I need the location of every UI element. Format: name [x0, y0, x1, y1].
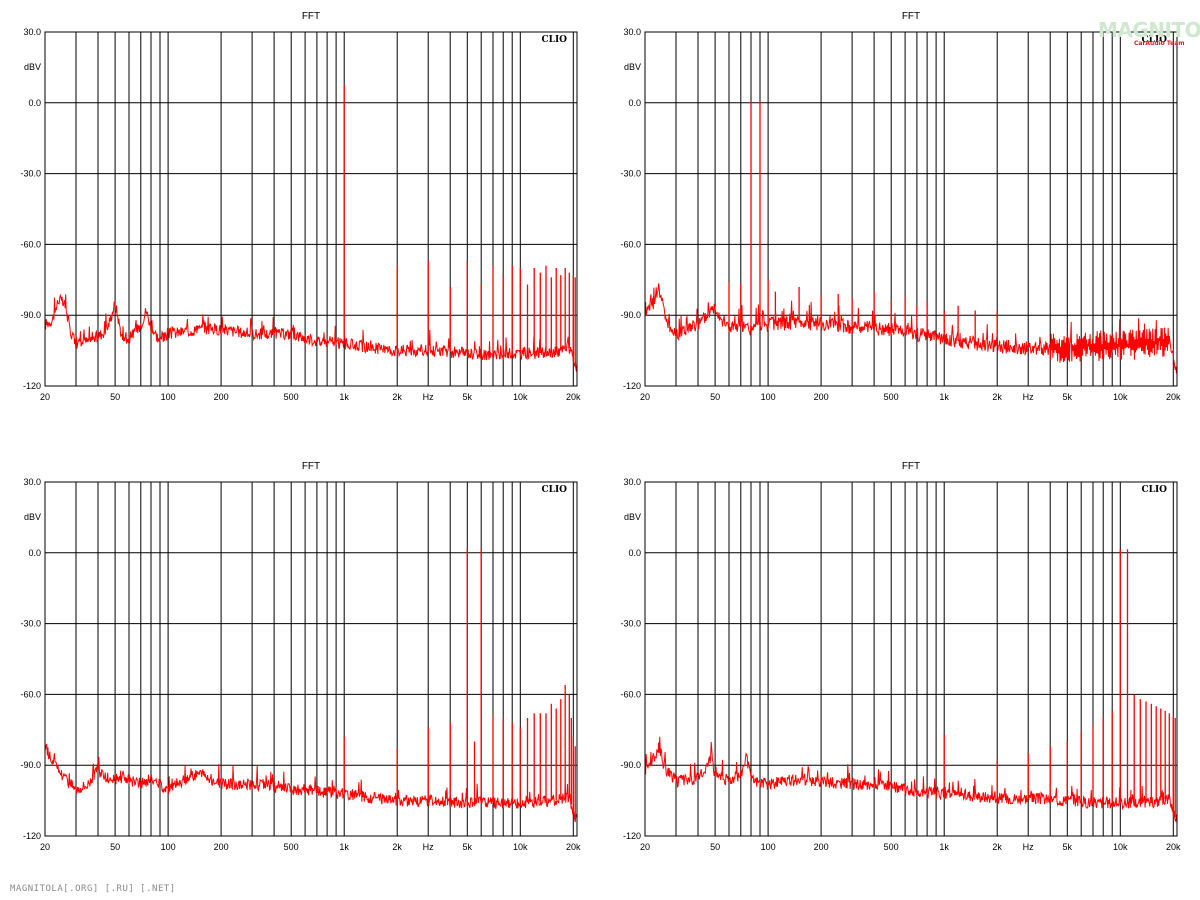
trace-line — [644, 736, 1178, 823]
y-tick-label: -120 — [23, 381, 41, 391]
y-tick-label: -60.0 — [620, 689, 641, 699]
y-tick-label: 30.0 — [623, 477, 641, 487]
x-tick-label: 50 — [110, 392, 120, 402]
x-tick-label: 20k — [1166, 842, 1181, 852]
x-tick-label: 100 — [761, 842, 776, 852]
trace-line — [644, 283, 1178, 374]
y-tick-label: -90.0 — [20, 310, 41, 320]
clio-badge: CLIO — [1141, 35, 1167, 45]
x-tick-label: 500 — [884, 842, 899, 852]
watermark-subtext: CarAudio Team — [1134, 40, 1185, 47]
x-tick-label: Hz — [423, 842, 434, 852]
y-tick-label: -120 — [623, 381, 641, 391]
chart-title: FFT — [902, 11, 920, 22]
x-tick-label: 20 — [40, 842, 50, 852]
x-tick-label: 50 — [710, 392, 720, 402]
y-tick-label: -120 — [23, 831, 41, 841]
x-tick-label: 10k — [513, 392, 528, 402]
x-tick-label: 5k — [462, 842, 472, 852]
x-tick-label: 200 — [214, 392, 229, 402]
x-tick-label: 1k — [339, 392, 349, 402]
y-tick-label: 30.0 — [623, 27, 641, 37]
y-tick-label: -30.0 — [620, 169, 641, 179]
y-tick-label: -90.0 — [620, 760, 641, 770]
x-tick-label: 10k — [1113, 842, 1128, 852]
x-tick-label: 5k — [462, 392, 472, 402]
y-tick-label: -60.0 — [620, 239, 641, 249]
trace-line — [44, 293, 578, 372]
x-tick-label: 2k — [992, 842, 1002, 852]
plot-frame — [44, 31, 578, 387]
y-tick-label: 30.0 — [23, 477, 41, 487]
x-tick-label: 1k — [339, 842, 349, 852]
chart-title: FFT — [902, 461, 920, 472]
x-tick-label: 200 — [214, 842, 229, 852]
chart-title: FFT — [302, 461, 320, 472]
x-tick-label: 20 — [640, 842, 650, 852]
x-tick-label: 200 — [814, 842, 829, 852]
x-tick-label: 50 — [110, 842, 120, 852]
x-tick-label: 500 — [884, 392, 899, 402]
x-tick-label: 2k — [392, 392, 402, 402]
y-tick-label: 0.0 — [628, 548, 641, 558]
y-axis-label: dBV — [24, 512, 41, 522]
y-tick-label: -30.0 — [20, 619, 41, 629]
x-tick-label: 20k — [566, 392, 581, 402]
plot-frame — [644, 31, 1178, 387]
x-tick-label: 100 — [761, 392, 776, 402]
x-tick-label: 5k — [1062, 392, 1072, 402]
x-tick-label: 100 — [161, 392, 176, 402]
x-tick-label: 500 — [284, 842, 299, 852]
y-tick-label: -120 — [623, 831, 641, 841]
plot-frame — [644, 481, 1178, 837]
clio-badge: CLIO — [1141, 485, 1167, 495]
x-tick-label: 20 — [40, 392, 50, 402]
x-tick-label: 100 — [161, 842, 176, 852]
y-tick-label: -30.0 — [620, 619, 641, 629]
y-axis-label: dBV — [624, 62, 641, 72]
x-tick-label: 200 — [814, 392, 829, 402]
y-tick-label: -60.0 — [20, 689, 41, 699]
footer-text: MAGNITOLA[.ORG] [.RU] [.NET] — [10, 884, 176, 894]
y-tick-label: -30.0 — [20, 169, 41, 179]
y-tick-label: 0.0 — [628, 98, 641, 108]
clio-badge: CLIO — [541, 485, 567, 495]
trace-line — [44, 743, 578, 823]
y-axis-label: dBV — [24, 62, 41, 72]
x-tick-label: 1k — [939, 842, 949, 852]
clio-badge: CLIO — [541, 35, 567, 45]
x-tick-label: 20k — [1166, 392, 1181, 402]
y-tick-label: 0.0 — [28, 548, 41, 558]
y-tick-label: -90.0 — [20, 760, 41, 770]
x-tick-label: 2k — [392, 842, 402, 852]
x-tick-label: 2k — [992, 392, 1002, 402]
x-tick-label: 50 — [710, 842, 720, 852]
x-tick-label: 20 — [640, 392, 650, 402]
x-tick-label: 20k — [566, 842, 581, 852]
x-tick-label: Hz — [1023, 842, 1034, 852]
x-tick-label: 1k — [939, 392, 949, 402]
x-tick-label: 10k — [1113, 392, 1128, 402]
y-axis-label: dBV — [624, 512, 641, 522]
x-tick-label: Hz — [1023, 392, 1034, 402]
chart-title: FFT — [302, 11, 320, 22]
watermark-text: MAGNITOLA — [1098, 18, 1200, 42]
y-tick-label: -60.0 — [20, 239, 41, 249]
y-tick-label: 0.0 — [28, 98, 41, 108]
watermark-logo: MAGNITOLA CarAudio Team — [1098, 18, 1200, 48]
y-tick-label: -90.0 — [620, 310, 641, 320]
x-tick-label: 5k — [1062, 842, 1072, 852]
x-tick-label: 10k — [513, 842, 528, 852]
plot-frame — [44, 481, 578, 837]
y-tick-label: 30.0 — [23, 27, 41, 37]
x-tick-label: 500 — [284, 392, 299, 402]
x-tick-label: Hz — [423, 392, 434, 402]
